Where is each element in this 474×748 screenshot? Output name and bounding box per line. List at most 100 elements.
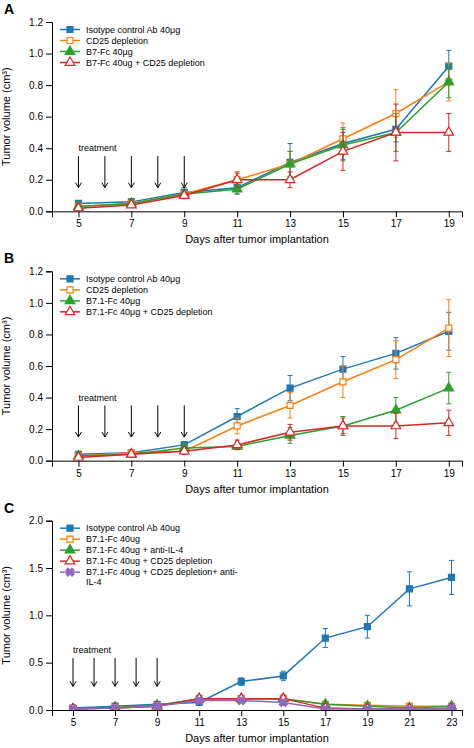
- y-tick: 0.0: [29, 455, 52, 466]
- y-tick-mark: [46, 521, 52, 522]
- x-tick-mark: [157, 710, 158, 716]
- marker: [193, 695, 205, 707]
- series-line: [73, 699, 451, 709]
- legend-item: B7.1-Fc 40μg + CD25 depletion: [60, 306, 213, 317]
- marker: [444, 417, 454, 425]
- x-tick-label: 7: [129, 218, 135, 229]
- x-tick-mark: [131, 211, 132, 217]
- error-bar: [281, 671, 286, 680]
- legend-swatch-marker: [65, 295, 75, 303]
- x-axis-line: [53, 212, 463, 218]
- x-tick: 11: [194, 710, 205, 728]
- x-tick-label: 9: [155, 717, 161, 728]
- y-axis-line: [46, 272, 53, 461]
- x-tick-label: 15: [278, 717, 290, 728]
- y-tick: 0.0: [29, 206, 52, 217]
- error-bar: [239, 678, 244, 686]
- y-tick-mark: [46, 54, 52, 55]
- y-tick: 0.2: [29, 174, 52, 185]
- x-tick-mark: [78, 461, 79, 467]
- legend-swatch-marker: [67, 536, 73, 542]
- legend-label: B7.1-Fc 40ug: [86, 534, 140, 544]
- legend-swatch-marker: [65, 306, 75, 314]
- x-tick-mark: [449, 211, 450, 217]
- y-tick: 1.0: [29, 610, 52, 621]
- x-tick: 5: [76, 461, 82, 479]
- marker: [74, 203, 84, 211]
- marker: [127, 449, 137, 457]
- x-tick-label: 15: [338, 218, 350, 229]
- x-tick-label: 9: [182, 468, 188, 479]
- treatment-arrow: [133, 658, 139, 686]
- y-tick: 0.8: [29, 329, 52, 340]
- marker: [444, 383, 454, 391]
- series: [70, 696, 454, 710]
- x-tick-label: 17: [391, 218, 403, 229]
- marker: [403, 703, 415, 710]
- marker: [151, 700, 163, 710]
- panel: 57911131517190.00.20.40.60.81.01.2Days a…: [0, 1, 463, 245]
- error-bar: [323, 629, 328, 648]
- legend-item: B7.1-Fc 40ug + anti-IL-4: [60, 545, 183, 556]
- y-tick-label: 1.0: [29, 48, 43, 59]
- x-tick-mark: [325, 710, 326, 716]
- x-tick-mark: [237, 461, 238, 467]
- x-tick: 19: [362, 710, 374, 728]
- legend-item: B7.1-Fc 40ug + CD25 depletion: [60, 556, 212, 567]
- y-axis-title: Tumor volume (cm³): [0, 317, 12, 416]
- x-axis: 5791113151719: [53, 461, 463, 479]
- treatment-arrow: [181, 405, 187, 437]
- marker: [391, 127, 401, 135]
- y-axis-title: Tumor volume (cm³): [0, 566, 12, 665]
- legend-swatch-marker: [67, 287, 73, 293]
- treatment-arrow: [91, 658, 97, 686]
- y-tick: 1.0: [29, 298, 52, 309]
- x-axis: 5791113151719: [53, 211, 463, 229]
- x-tick-label: 13: [285, 468, 297, 479]
- y-tick-mark: [46, 398, 52, 399]
- series-line: [73, 701, 451, 710]
- x-tick: 5: [76, 211, 82, 229]
- plot-area: [67, 560, 457, 710]
- series-line: [78, 66, 448, 203]
- x-tick: 13: [285, 461, 297, 479]
- marker: [444, 76, 454, 84]
- y-axis: 0.00.51.01.52.0: [29, 515, 52, 715]
- x-tick-label: 7: [113, 717, 119, 728]
- x-tick: 23: [446, 710, 458, 728]
- series-line: [78, 132, 448, 208]
- marker: [235, 695, 247, 707]
- annotation-text: treatment: [73, 645, 112, 655]
- legend-label: B7.1-Fc 40ug + anti-IL-4: [86, 545, 183, 555]
- x-tick-label: 11: [232, 218, 243, 229]
- x-tick-mark: [449, 461, 450, 467]
- y-tick-mark: [46, 211, 52, 212]
- marker: [238, 679, 244, 685]
- x-tick-label: 23: [446, 717, 458, 728]
- y-tick-label: 0.2: [29, 424, 43, 435]
- series-line: [78, 331, 448, 454]
- legend-label: Isotype control Ab 40ug: [86, 523, 180, 533]
- y-tick-mark: [46, 568, 52, 569]
- x-tick-label: 5: [71, 717, 77, 728]
- y-axis-line: [46, 23, 53, 212]
- legend-swatch-marker: [67, 525, 73, 531]
- x-axis: 57911131517192123: [53, 710, 463, 728]
- y-tick-label: 0.8: [29, 80, 43, 91]
- legend-item: Isotype control Ab 40μg: [60, 274, 180, 284]
- x-tick: 17: [320, 710, 332, 728]
- error-bar: [340, 366, 345, 398]
- y-tick-mark: [46, 334, 52, 335]
- x-tick: 17: [391, 211, 403, 229]
- x-tick-label: 13: [236, 717, 248, 728]
- legend-label: CD25 depletion: [86, 285, 148, 295]
- x-tick-mark: [451, 710, 452, 716]
- series-line: [73, 577, 451, 708]
- x-tick-mark: [409, 710, 410, 716]
- series-line: [78, 82, 448, 207]
- marker: [285, 427, 295, 435]
- marker: [232, 174, 242, 182]
- annotations: treatment: [70, 645, 160, 686]
- y-tick: 0.0: [29, 705, 52, 716]
- legend-item: B7.1-Fc 40ug + CD25 depletion+ anti-IL-4: [60, 566, 238, 587]
